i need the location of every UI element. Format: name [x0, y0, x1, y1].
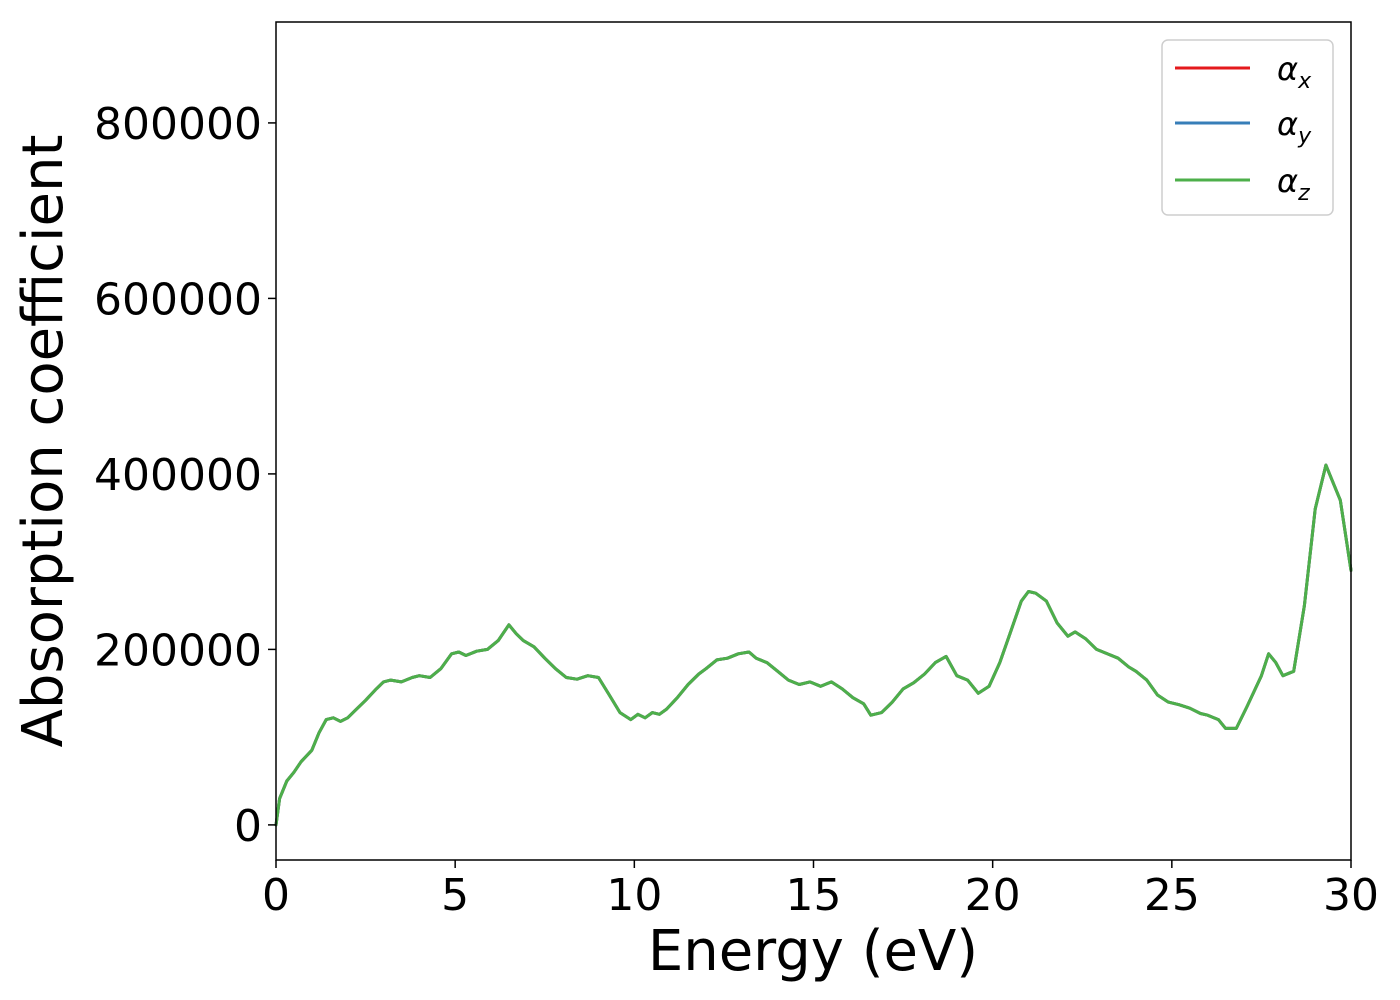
legend-subscript-z: z [1297, 181, 1310, 206]
x-tick-label: 15 [786, 870, 842, 921]
legend-symbol-alpha-y: α [1277, 105, 1298, 143]
legend-label-alpha-y: αy [1277, 105, 1312, 149]
x-tick-label: 0 [262, 870, 290, 921]
legend-box [1161, 39, 1334, 216]
y-axis-title: Absorption coefficient [11, 135, 76, 748]
legend-item-alpha-x: αx [1175, 50, 1312, 94]
y-tick-label: 800000 [94, 99, 262, 150]
y-axis: 0 200000 400000 600000 800000 [94, 99, 276, 852]
series-line-alpha-z [274, 463, 1353, 827]
y-tick-label: 400000 [94, 450, 262, 501]
legend-item-alpha-z: αz [1175, 162, 1310, 206]
x-tick-label: 5 [441, 870, 469, 921]
y-tick-label: 0 [234, 801, 262, 852]
legend-subscript-y: y [1297, 124, 1312, 149]
legend: αx αy αz [1161, 39, 1334, 216]
legend-symbol-alpha-z: α [1277, 162, 1298, 200]
legend-subscript-x: x [1297, 69, 1312, 94]
legend-label-alpha-z: αz [1277, 162, 1310, 206]
x-axis-title: Energy (eV) [648, 919, 978, 984]
x-tick-label: 20 [965, 870, 1021, 921]
legend-item-alpha-y: αy [1175, 105, 1312, 149]
x-tick-label: 10 [606, 870, 662, 921]
x-axis: 0 5 10 15 20 25 30 [262, 860, 1379, 921]
legend-symbol-alpha-x: α [1277, 50, 1298, 88]
x-tick-label: 30 [1323, 870, 1379, 921]
y-tick-label: 200000 [94, 625, 262, 676]
legend-label-alpha-x: αx [1277, 50, 1312, 94]
y-tick-label: 600000 [94, 274, 262, 325]
series-layer [274, 463, 1353, 827]
x-tick-label: 25 [1144, 870, 1200, 921]
